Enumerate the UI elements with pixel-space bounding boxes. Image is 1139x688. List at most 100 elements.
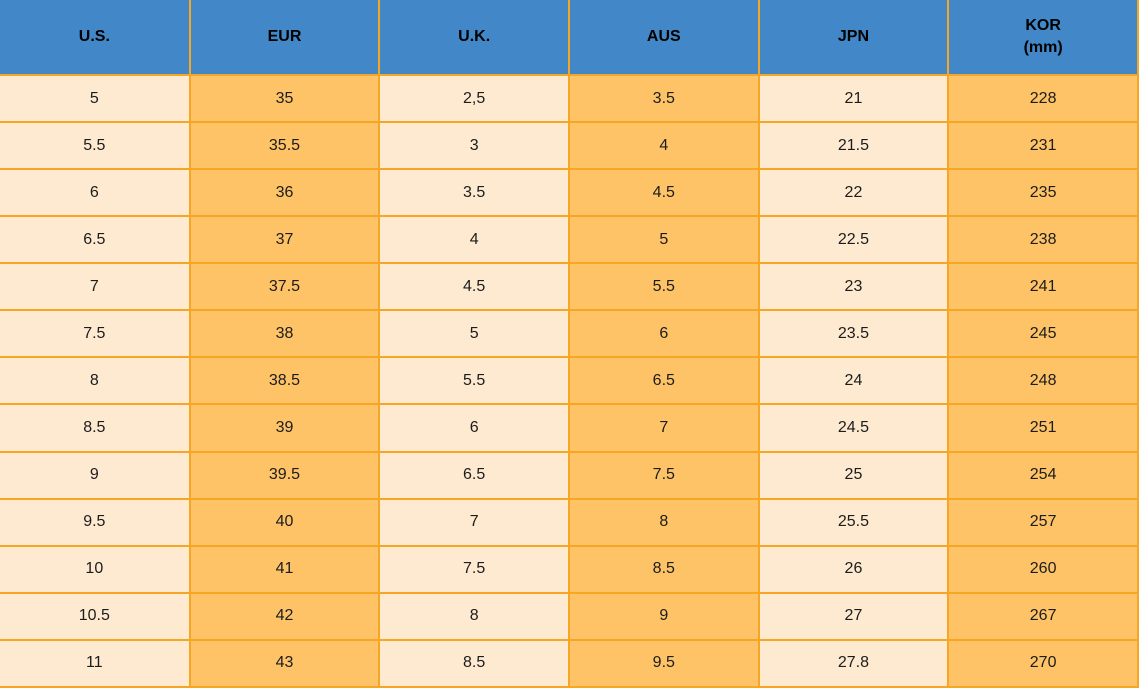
column-header-kor-line: KOR (1025, 17, 1061, 34)
column-header-uk: U.K. (378, 0, 570, 76)
cell-jpn: 23.5 (757, 309, 950, 359)
cell-aus: 6.5 (567, 356, 760, 406)
cell-uk: 8.5 (378, 638, 570, 688)
cell-us: 9 (0, 450, 191, 500)
table-body: 5 35 2,5 3.5 21 228 5.5 35.5 3 4 21.5 231 6 36 3.5 4.5 2… (0, 73, 1139, 688)
column-header-aus: AUS (567, 0, 760, 76)
cell-uk: 3.5 (378, 168, 570, 218)
cell-us: 7.5 (0, 309, 191, 359)
table-row: 7 37.5 4.5 5.5 23 241 (0, 262, 1139, 312)
cell-aus: 4.5 (567, 168, 760, 218)
cell-uk: 3 (378, 121, 570, 171)
cell-aus: 5 (567, 215, 760, 265)
cell-us: 9.5 (0, 497, 191, 547)
cell-aus: 6 (567, 309, 760, 359)
table-row: 8.5 39 6 7 24.5 251 (0, 403, 1139, 453)
cell-us: 10 (0, 544, 191, 594)
column-header-eur-line: EUR (267, 28, 302, 45)
cell-eur: 35.5 (188, 121, 381, 171)
cell-aus: 4 (567, 121, 760, 171)
table-row: 9.5 40 7 8 25.5 257 (0, 497, 1139, 547)
cell-aus: 9.5 (567, 638, 760, 688)
table-row: 5 35 2,5 3.5 21 228 (0, 73, 1139, 124)
cell-jpn: 27.8 (757, 638, 950, 688)
cell-uk: 8 (378, 591, 570, 641)
column-header-uk-line: U.K. (458, 28, 491, 45)
cell-aus: 5.5 (567, 262, 760, 312)
column-header-aus-line: AUS (646, 28, 681, 45)
cell-kor: 251 (947, 403, 1139, 453)
cell-us: 5 (0, 73, 191, 124)
cell-kor: 235 (947, 168, 1139, 218)
cell-us: 6.5 (0, 215, 191, 265)
cell-kor: 245 (947, 309, 1139, 359)
cell-jpn: 21 (757, 73, 950, 124)
cell-aus: 8 (567, 497, 760, 547)
table-row: 7.5 38 5 6 23.5 245 (0, 309, 1139, 359)
cell-jpn: 22 (757, 168, 950, 218)
column-header-us: U.S. (0, 0, 191, 76)
table-row: 10.5 42 8 9 27 267 (0, 591, 1139, 641)
cell-eur: 35 (188, 73, 381, 124)
cell-uk: 4 (378, 215, 570, 265)
cell-us: 8.5 (0, 403, 191, 453)
cell-kor: 228 (947, 73, 1139, 124)
cell-eur: 43 (188, 638, 381, 688)
cell-jpn: 25.5 (757, 497, 950, 547)
cell-us: 7 (0, 262, 191, 312)
cell-jpn: 23 (757, 262, 950, 312)
header-row: U.S. EUR U.K. AUS JPN KOR (mm) (0, 0, 1139, 76)
cell-jpn: 25 (757, 450, 950, 500)
table-row: 9 39.5 6.5 7.5 25 254 (0, 450, 1139, 500)
column-header-jpn: JPN (757, 0, 950, 76)
cell-kor: 267 (947, 591, 1139, 641)
cell-eur: 39 (188, 403, 381, 453)
cell-jpn: 22.5 (757, 215, 950, 265)
cell-kor: 241 (947, 262, 1139, 312)
table-row: 10 41 7.5 8.5 26 260 (0, 544, 1139, 594)
cell-eur: 38 (188, 309, 381, 359)
table-row: 11 43 8.5 9.5 27.8 270 (0, 638, 1139, 688)
cell-kor: 260 (947, 544, 1139, 594)
cell-uk: 5.5 (378, 356, 570, 406)
cell-eur: 39.5 (188, 450, 381, 500)
cell-us: 10.5 (0, 591, 191, 641)
cell-kor: 254 (947, 450, 1139, 500)
cell-uk: 2,5 (378, 73, 570, 124)
column-header-eur: EUR (188, 0, 381, 76)
cell-us: 6 (0, 168, 191, 218)
cell-kor: 231 (947, 121, 1139, 171)
cell-eur: 37 (188, 215, 381, 265)
cell-eur: 42 (188, 591, 381, 641)
cell-us: 11 (0, 638, 191, 688)
cell-kor: 270 (947, 638, 1139, 688)
cell-kor: 257 (947, 497, 1139, 547)
cell-kor: 248 (947, 356, 1139, 406)
column-header-kor: KOR (mm) (947, 0, 1139, 76)
column-header-kor-line: (mm) (1023, 39, 1063, 56)
cell-eur: 38.5 (188, 356, 381, 406)
table-row: 5.5 35.5 3 4 21.5 231 (0, 121, 1139, 171)
cell-aus: 7.5 (567, 450, 760, 500)
cell-jpn: 27 (757, 591, 950, 641)
cell-eur: 37.5 (188, 262, 381, 312)
column-header-us-line: U.S. (78, 28, 110, 45)
table-row: 6 36 3.5 4.5 22 235 (0, 168, 1139, 218)
table-row: 6.5 37 4 5 22.5 238 (0, 215, 1139, 265)
cell-us: 8 (0, 356, 191, 406)
cell-uk: 7.5 (378, 544, 570, 594)
cell-aus: 8.5 (567, 544, 760, 594)
cell-kor: 238 (947, 215, 1139, 265)
cell-uk: 6.5 (378, 450, 570, 500)
column-header-jpn-line: JPN (837, 28, 870, 45)
table-row: 8 38.5 5.5 6.5 24 248 (0, 356, 1139, 406)
cell-uk: 7 (378, 497, 570, 547)
cell-eur: 40 (188, 497, 381, 547)
cell-uk: 5 (378, 309, 570, 359)
cell-jpn: 24.5 (757, 403, 950, 453)
cell-us: 5.5 (0, 121, 191, 171)
cell-eur: 36 (188, 168, 381, 218)
cell-aus: 7 (567, 403, 760, 453)
